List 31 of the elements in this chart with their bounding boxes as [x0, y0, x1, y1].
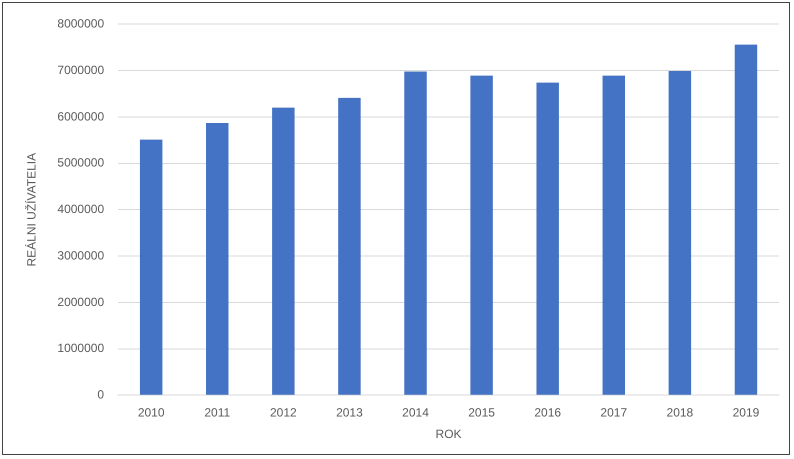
y-tick-label: 7000000	[57, 62, 104, 77]
x-tick-label: 2012	[270, 406, 298, 420]
y-tick-label: 2000000	[57, 294, 104, 309]
bar	[536, 82, 559, 395]
x-tick-label: 2015	[468, 406, 496, 420]
y-tick-label: 3000000	[57, 248, 104, 262]
bar	[272, 108, 295, 395]
y-tick-label: 8000000	[57, 16, 104, 31]
y-tick-label: 1000000	[57, 341, 104, 356]
y-axis-title: REÁLNI UŽÍVATELIA	[24, 152, 39, 266]
x-tick-label: 2019	[732, 406, 760, 420]
x-tick-label: 2010	[138, 406, 165, 420]
x-tick-label: 2013	[336, 406, 364, 420]
x-tick-label: 2014	[402, 406, 430, 420]
bar	[404, 72, 427, 395]
x-tick-label: 2011	[204, 406, 230, 420]
x-tick-label: 2016	[534, 406, 562, 420]
x-tick-label: 2017	[600, 406, 628, 420]
y-tick-label: 6000000	[57, 109, 104, 124]
bar	[734, 44, 758, 395]
y-tick-label: 4000000	[57, 202, 104, 216]
bar	[470, 76, 493, 395]
y-tick-label: 5000000	[57, 156, 104, 170]
bar	[140, 140, 162, 395]
bar	[668, 71, 692, 395]
bar	[338, 98, 361, 395]
x-axis-title: ROK	[436, 427, 462, 442]
bar	[206, 122, 228, 395]
x-tick-label: 2018	[666, 406, 694, 420]
y-tick-label: 0	[97, 388, 104, 402]
bar	[602, 76, 626, 395]
